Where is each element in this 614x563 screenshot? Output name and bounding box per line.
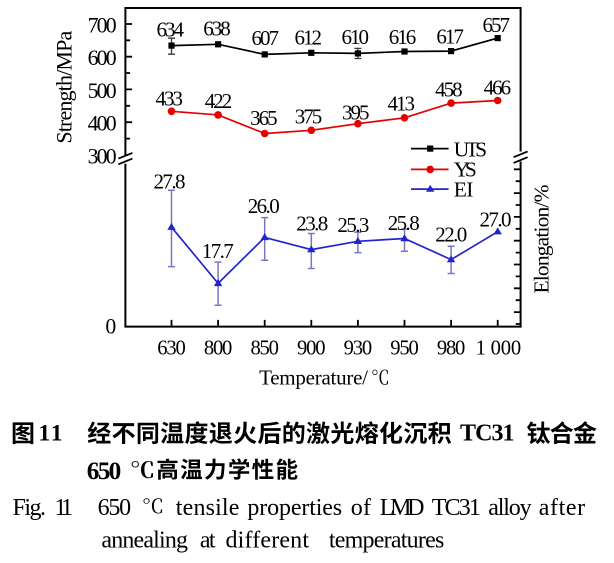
svg-text:TC31: TC31 [432, 495, 481, 521]
svg-text:27.8: 27.8 [154, 169, 186, 193]
svg-text:properties: properties [247, 495, 342, 521]
svg-text:634: 634 [156, 18, 184, 42]
svg-text:LMD: LMD [380, 495, 425, 521]
svg-text:YS: YS [454, 158, 477, 182]
svg-text:650: 650 [98, 495, 132, 521]
svg-text:Fig.: Fig. [13, 495, 47, 521]
svg-text:612: 612 [294, 25, 322, 49]
svg-text:395: 395 [342, 100, 370, 124]
svg-text:tensile: tensile [176, 495, 240, 521]
svg-text:27.0: 27.0 [480, 207, 512, 231]
svg-text:650: 650 [87, 457, 122, 485]
svg-text:1 000: 1 000 [476, 338, 522, 360]
svg-text:EI: EI [454, 177, 474, 201]
svg-text:433: 433 [155, 86, 183, 110]
svg-text:UTS: UTS [454, 137, 487, 161]
svg-text:different: different [226, 528, 310, 554]
svg-text:17.7: 17.7 [202, 239, 234, 263]
svg-text:413: 413 [388, 92, 416, 116]
svg-text:annealing: annealing [101, 528, 188, 554]
svg-text:0: 0 [105, 314, 116, 338]
svg-text:25.3: 25.3 [337, 213, 369, 237]
svg-text:300: 300 [88, 145, 117, 169]
svg-text:980: 980 [437, 338, 466, 360]
svg-text:26.0: 26.0 [248, 194, 280, 218]
svg-text:850: 850 [250, 338, 279, 360]
svg-text:610: 610 [341, 25, 369, 49]
svg-text:657: 657 [482, 13, 510, 37]
svg-text:375: 375 [295, 105, 323, 129]
svg-text:25.8: 25.8 [388, 211, 420, 235]
svg-text:607: 607 [251, 26, 279, 50]
svg-text:630: 630 [157, 338, 186, 360]
svg-text:23.8: 23.8 [296, 211, 328, 235]
svg-text:TC31: TC31 [460, 421, 515, 447]
svg-text:700: 700 [88, 14, 117, 38]
svg-text:950: 950 [390, 338, 419, 360]
svg-text:458: 458 [435, 77, 463, 101]
svg-text:616: 616 [389, 25, 417, 49]
svg-text:temperatures: temperatures [329, 528, 444, 554]
svg-text:900: 900 [297, 338, 326, 360]
svg-text:Strength/MPa: Strength/MPa [51, 31, 76, 144]
svg-text:11: 11 [39, 421, 63, 447]
svg-text:22.0: 22.0 [435, 222, 467, 246]
svg-text:Elongation/%: Elongation/% [530, 184, 554, 293]
svg-text:400: 400 [88, 112, 117, 136]
svg-text:after: after [539, 495, 585, 521]
svg-text:alloy: alloy [488, 495, 531, 521]
svg-text:Temperature/: Temperature/ [259, 365, 368, 389]
svg-text:422: 422 [205, 89, 233, 113]
svg-text:at: at [200, 528, 216, 554]
svg-text:638: 638 [203, 17, 231, 41]
svg-text:11: 11 [55, 495, 74, 521]
svg-text:930: 930 [344, 338, 373, 360]
svg-text:365: 365 [250, 106, 278, 130]
svg-text:800: 800 [204, 338, 233, 360]
svg-text:466: 466 [484, 76, 512, 100]
svg-text:617: 617 [436, 25, 464, 49]
svg-text:600: 600 [88, 46, 117, 70]
svg-text:of: of [351, 495, 371, 521]
svg-text:500: 500 [88, 79, 117, 103]
